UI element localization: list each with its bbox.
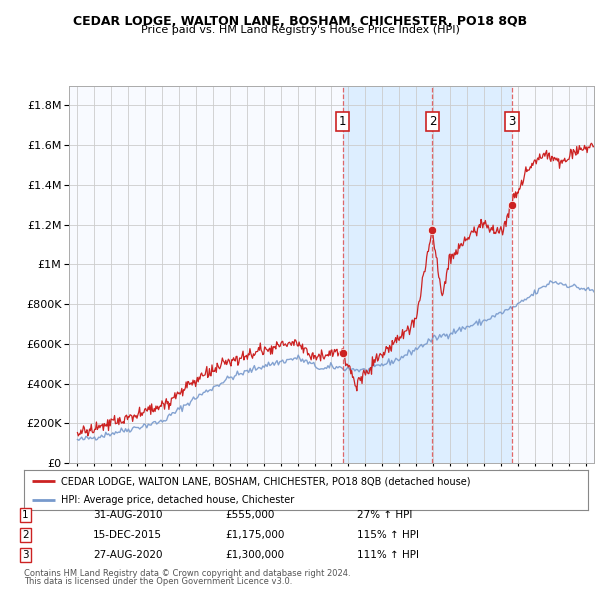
Text: 27% ↑ HPI: 27% ↑ HPI: [357, 510, 412, 520]
Text: CEDAR LODGE, WALTON LANE, BOSHAM, CHICHESTER, PO18 8QB (detached house): CEDAR LODGE, WALTON LANE, BOSHAM, CHICHE…: [61, 476, 470, 486]
Text: 3: 3: [508, 115, 515, 128]
Text: This data is licensed under the Open Government Licence v3.0.: This data is licensed under the Open Gov…: [24, 578, 292, 586]
Text: 3: 3: [22, 550, 29, 560]
Text: 111% ↑ HPI: 111% ↑ HPI: [357, 550, 419, 560]
Text: Price paid vs. HM Land Registry's House Price Index (HPI): Price paid vs. HM Land Registry's House …: [140, 25, 460, 35]
Text: £1,175,000: £1,175,000: [225, 530, 284, 540]
Text: CEDAR LODGE, WALTON LANE, BOSHAM, CHICHESTER, PO18 8QB: CEDAR LODGE, WALTON LANE, BOSHAM, CHICHE…: [73, 15, 527, 28]
Text: 31-AUG-2010: 31-AUG-2010: [93, 510, 163, 520]
Bar: [343, 86, 512, 463]
Text: £1,300,000: £1,300,000: [225, 550, 284, 560]
Text: HPI: Average price, detached house, Chichester: HPI: Average price, detached house, Chic…: [61, 496, 294, 505]
Text: 1: 1: [22, 510, 29, 520]
Text: 2: 2: [22, 530, 29, 540]
Text: 115% ↑ HPI: 115% ↑ HPI: [357, 530, 419, 540]
Text: Contains HM Land Registry data © Crown copyright and database right 2024.: Contains HM Land Registry data © Crown c…: [24, 569, 350, 578]
Text: 2: 2: [428, 115, 436, 128]
Text: 1: 1: [339, 115, 347, 128]
Text: £555,000: £555,000: [225, 510, 274, 520]
Text: 15-DEC-2015: 15-DEC-2015: [93, 530, 162, 540]
Text: 27-AUG-2020: 27-AUG-2020: [93, 550, 163, 560]
